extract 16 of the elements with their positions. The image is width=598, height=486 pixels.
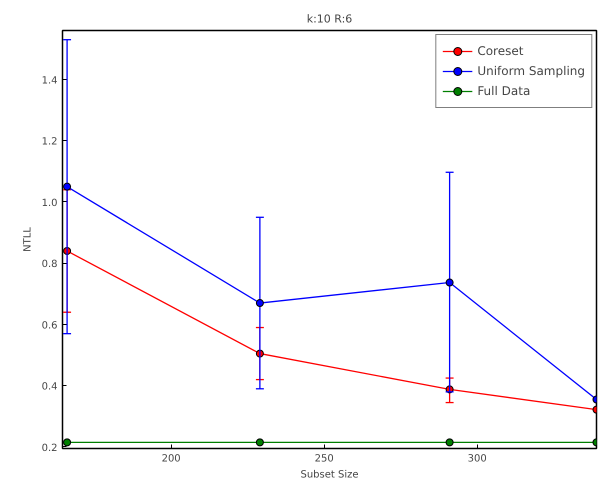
x-tick-label: 300 xyxy=(468,454,487,464)
y-tick-label: 0.8 xyxy=(42,259,58,270)
y-tick-label: 1.2 xyxy=(42,136,58,148)
legend-label: Full Data xyxy=(477,84,530,98)
y-tick-label: 1.0 xyxy=(42,198,58,209)
legend-label: Uniform Sampling xyxy=(477,64,585,78)
legend-label: Coreset xyxy=(477,44,524,58)
x-axis-title: Subset Size xyxy=(300,470,359,480)
y-tick-label: 0.6 xyxy=(42,320,58,332)
y-axis-title: NTLL xyxy=(22,226,34,252)
chart-title: k:10 R:6 xyxy=(306,12,352,26)
y-tick-label: 0.2 xyxy=(42,442,58,454)
y-tick-label: 1.4 xyxy=(42,75,58,86)
y-tick-label: 0.4 xyxy=(42,382,58,393)
x-tick-label: 200 xyxy=(162,454,181,464)
x-tick-label: 250 xyxy=(314,454,334,464)
